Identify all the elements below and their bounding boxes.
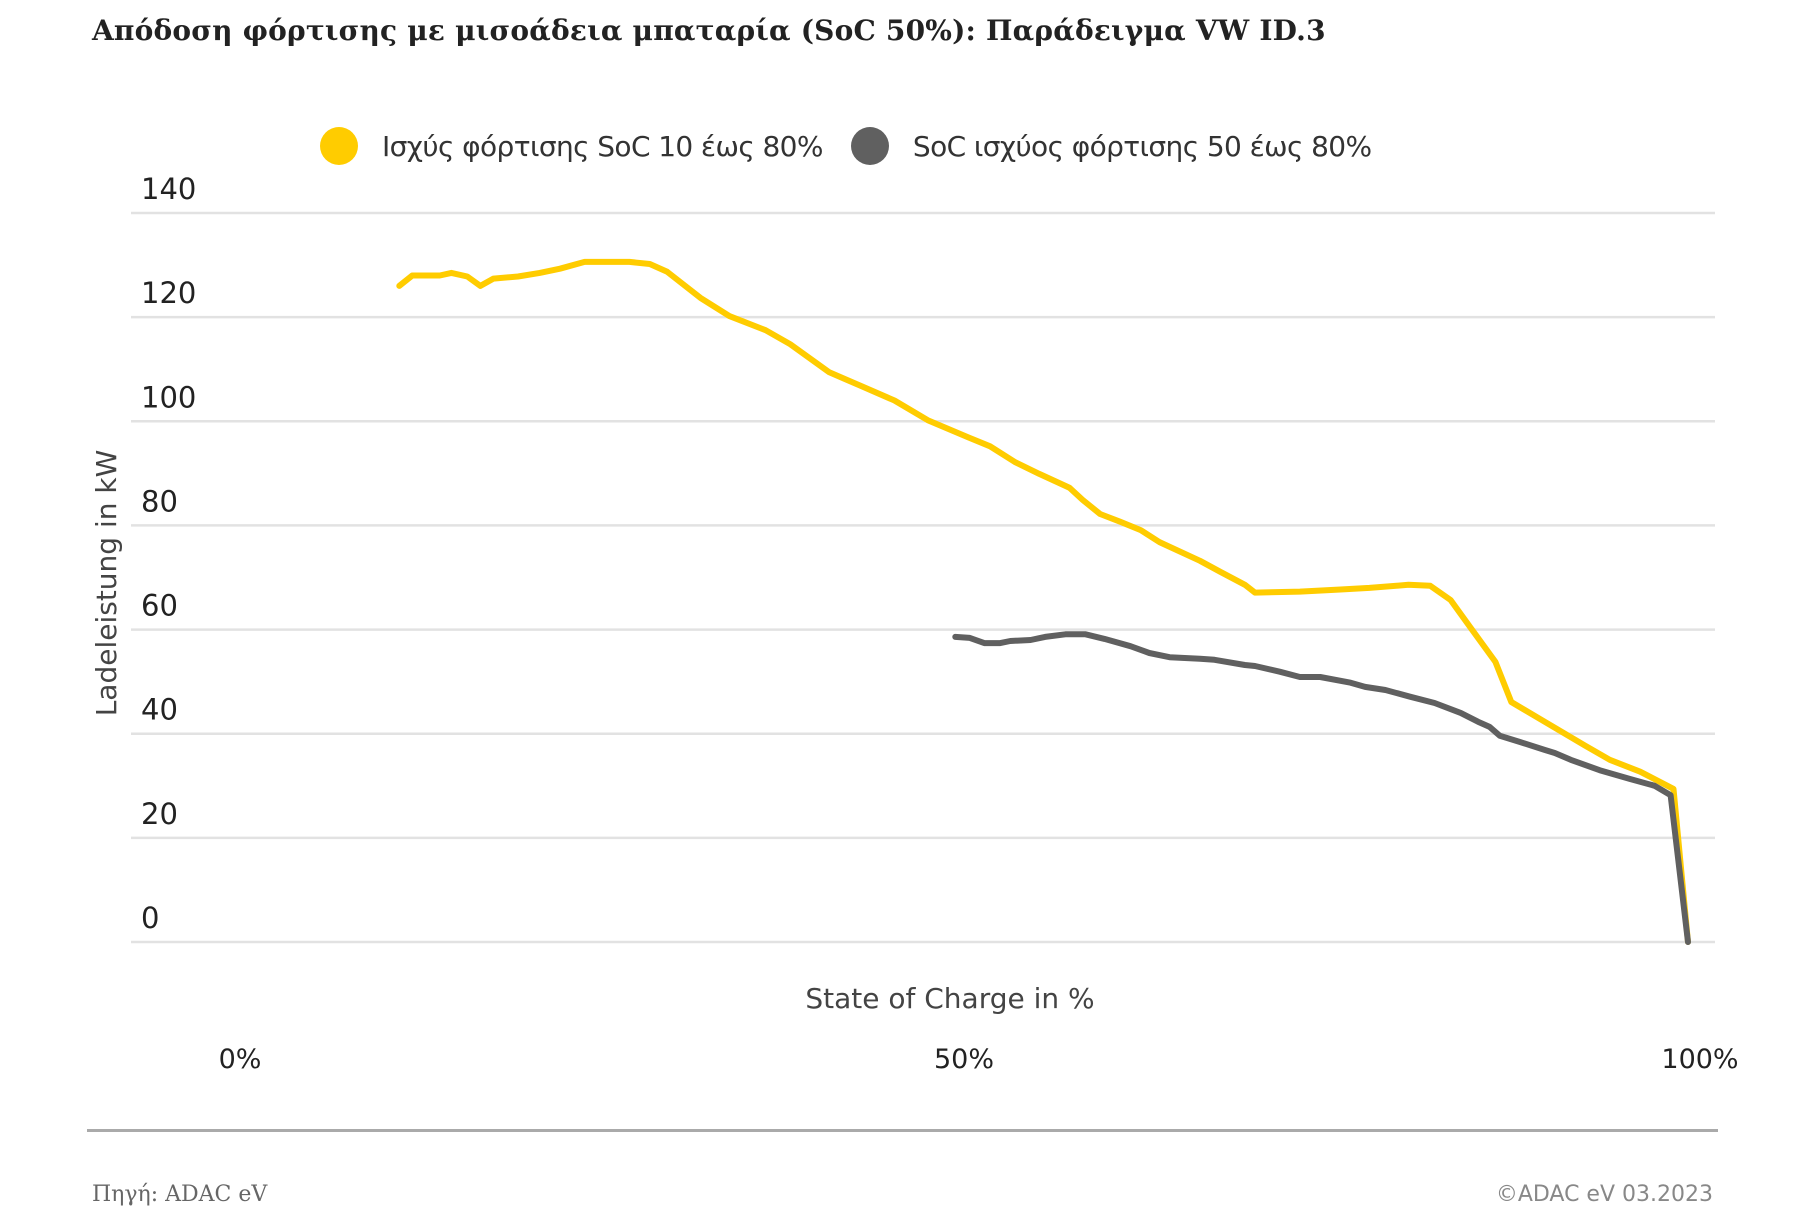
y-tick-label: 0 [141,901,159,935]
chart-legend: Ισχύς φόρτισης SoC 10 έως 80% SoC ισχύος… [320,126,1400,166]
y-tick-label: 60 [141,589,178,623]
y-axis-title: Ladeleistung in kW [90,450,123,717]
y-tick-label: 20 [141,797,178,831]
chart-title: Απόδοση φόρτισης με μισοάδεια μπαταρία (… [92,14,1326,47]
legend-label: SoC ισχύος φόρτισης 50 έως 80% [912,129,1372,163]
source-note: Πηγή: ADAC eV [92,1182,268,1207]
series-line-soc-10-80[interactable] [396,258,1691,945]
legend-item-soc-10-80[interactable]: Ισχύς φόρτισης SoC 10 έως 80% [320,127,823,165]
legend-gray-dot-icon [850,127,889,165]
legend-yellow-dot-icon [320,127,358,165]
x-axis-ticks: 0% 50% 100% [219,1044,1739,1075]
x-tick-label: 100% [1661,1044,1738,1075]
y-tick-label: 80 [141,484,178,518]
y-tick-label: 140 [141,172,196,206]
y-axis-ticks: 0 20 40 60 80 100 120 140 [141,172,196,935]
y-tick-label: 40 [141,693,178,727]
legend-item-soc-50-80[interactable]: SoC ισχύος φόρτισης 50 έως 80% [850,127,1372,165]
legend-label: Ισχύς φόρτισης SoC 10 έως 80% [382,129,823,163]
series-line-soc-50-80[interactable] [952,631,1691,945]
series-lines [396,258,1691,945]
y-tick-label: 120 [141,276,196,310]
x-tick-label: 50% [934,1044,994,1075]
copyright-note: ©ADAC eV 03.2023 [1495,1182,1713,1207]
x-tick-label: 0% [219,1044,262,1075]
x-axis-title: State of Charge in % [805,982,1094,1015]
footer-divider [87,1129,1718,1132]
y-tick-label: 100 [141,380,196,414]
grid-lines [131,211,1715,944]
